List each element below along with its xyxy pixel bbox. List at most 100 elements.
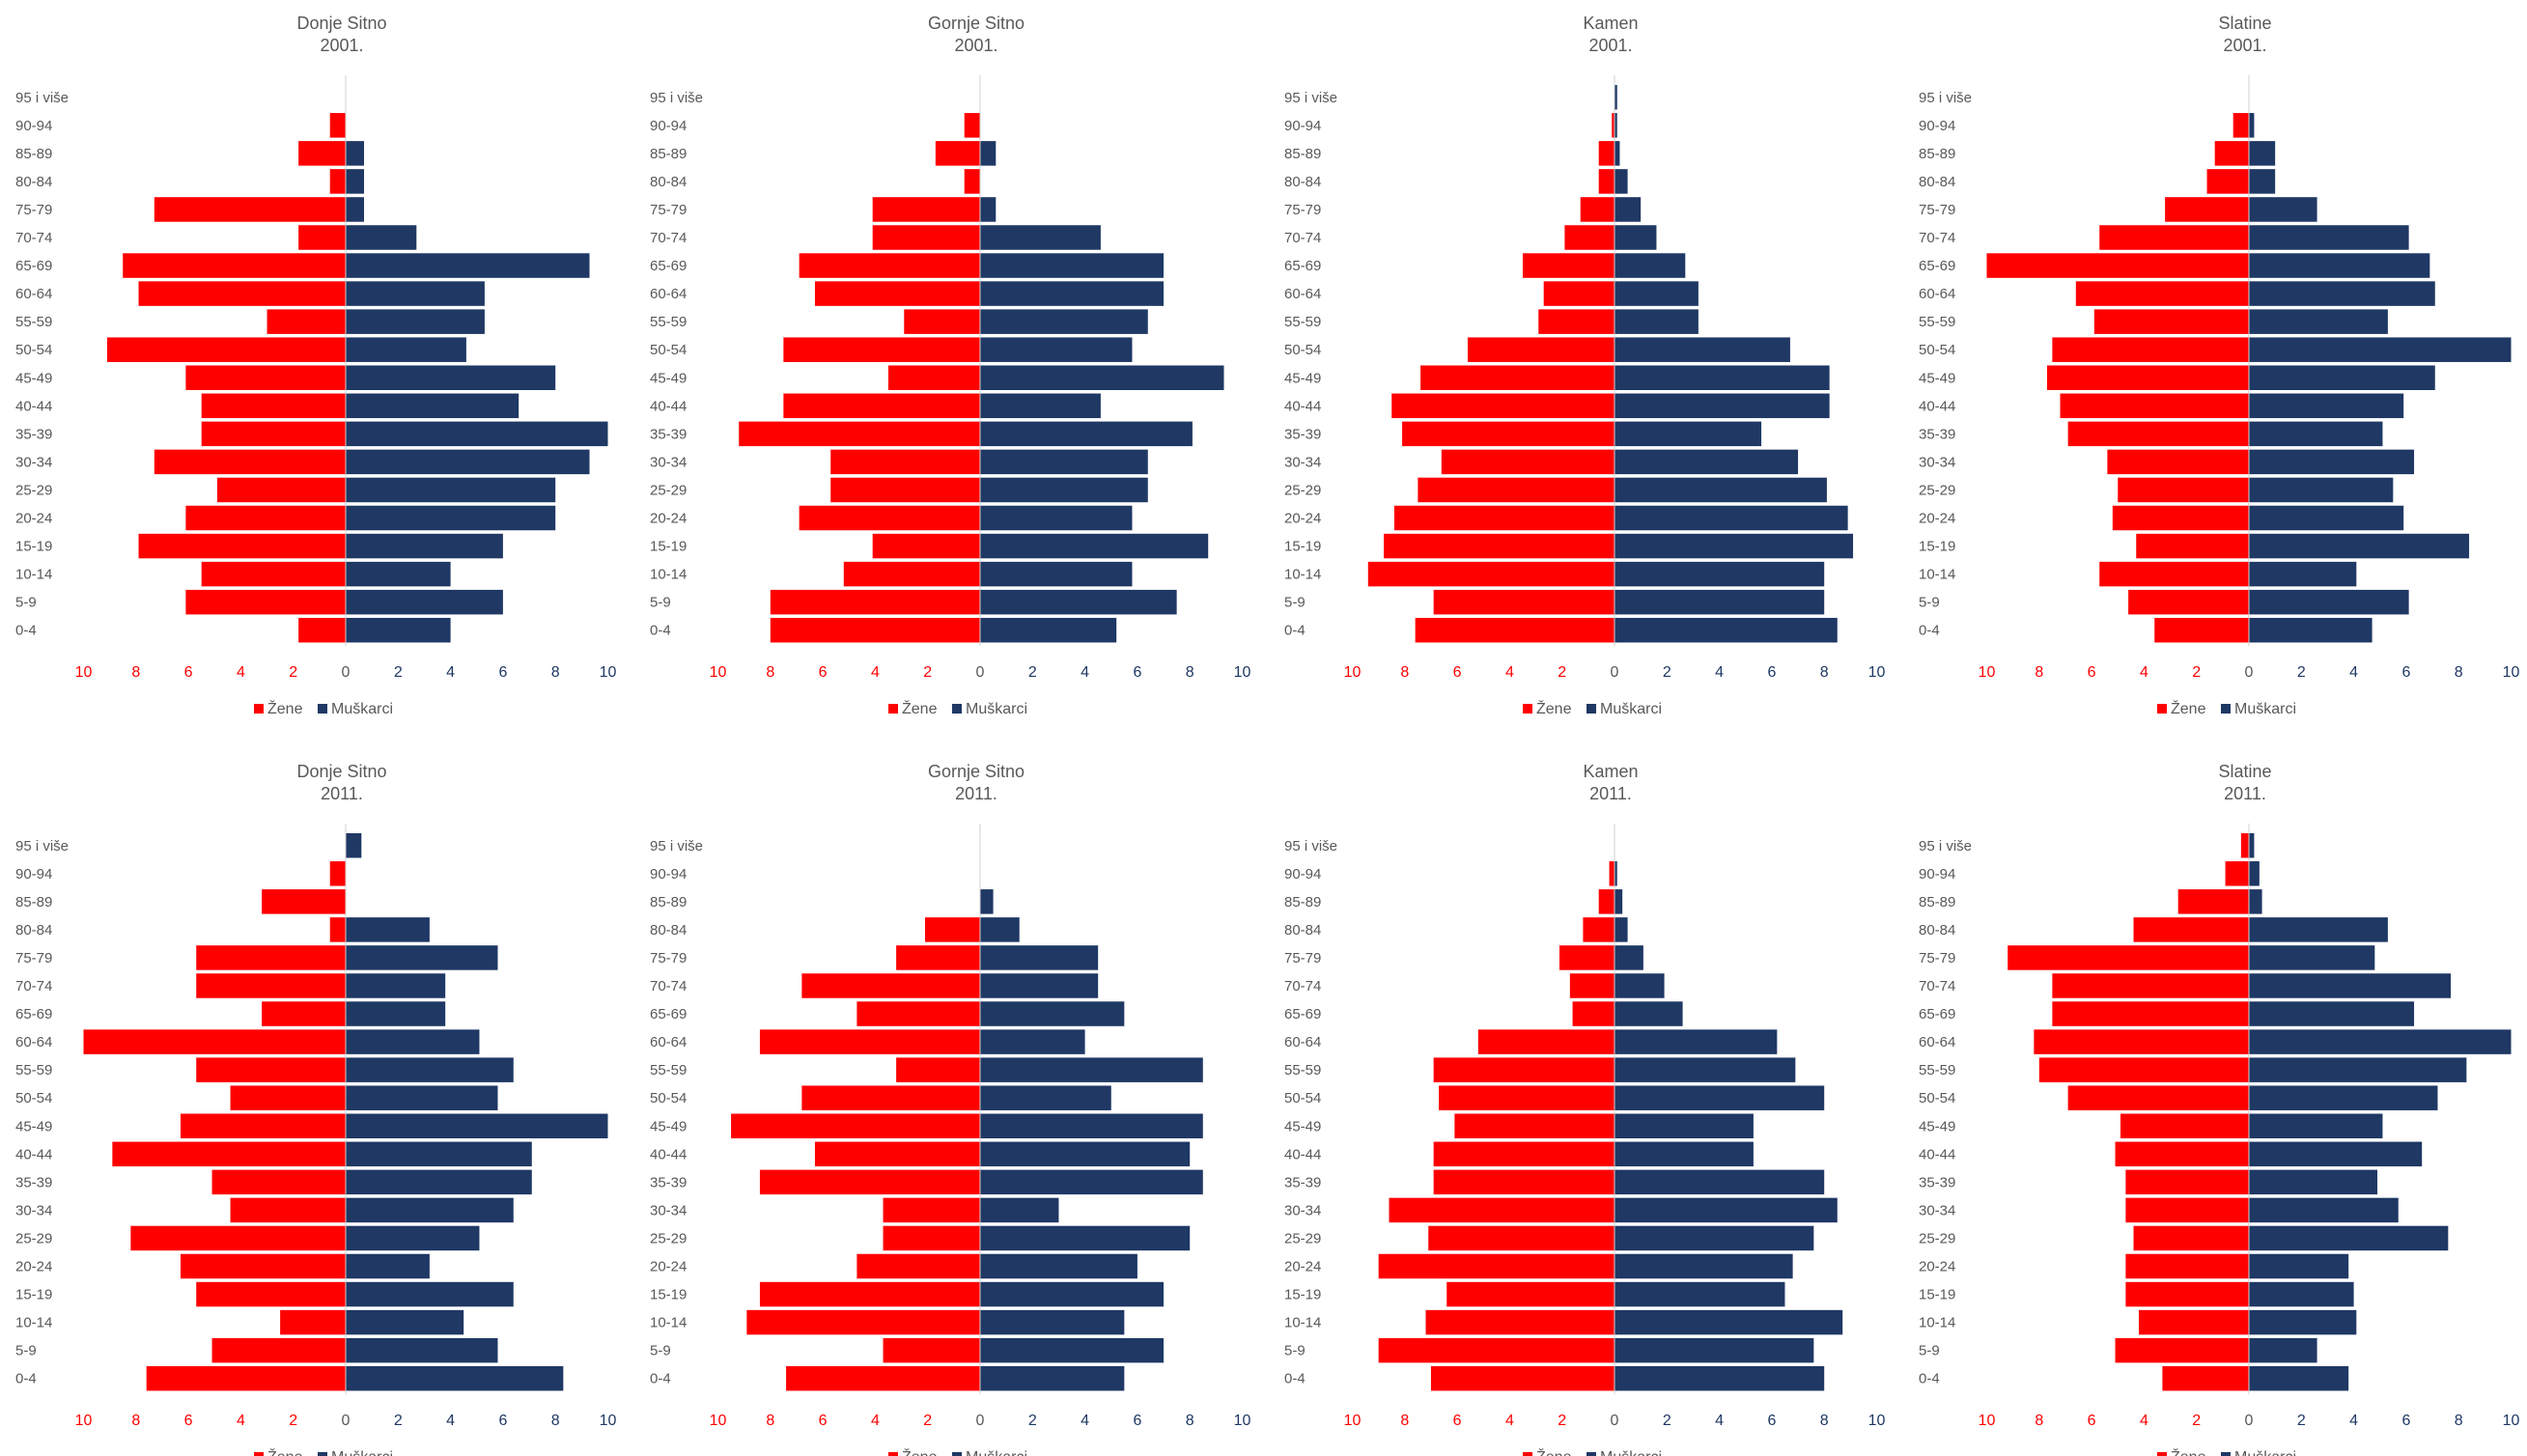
bar-men — [2249, 889, 2262, 914]
x-tick-label: 4 — [871, 1413, 880, 1429]
legend-label-women: Žene — [2171, 1447, 2206, 1456]
age-label: 35-39 — [15, 426, 52, 442]
x-tick-label: 6 — [1133, 664, 1141, 681]
age-label: 50-54 — [1284, 342, 1321, 358]
bar-men — [346, 1309, 464, 1335]
bar-women — [2165, 197, 2249, 222]
bar-women — [924, 917, 980, 942]
x-tick-label: 10 — [1344, 1413, 1362, 1429]
bar-women — [1572, 1001, 1614, 1026]
age-label: 60-64 — [1919, 286, 1955, 302]
age-label: 55-59 — [15, 1062, 52, 1078]
bar-women — [262, 889, 346, 914]
x-tick-label: 4 — [1715, 664, 1724, 681]
x-tick-label: 10 — [1979, 1413, 1996, 1429]
bar-women — [146, 1365, 346, 1391]
bar-men — [980, 1197, 1059, 1223]
age-label: 50-54 — [1919, 1090, 1955, 1106]
bar-women — [799, 505, 980, 531]
bar-women — [731, 1113, 980, 1138]
bar-men — [2249, 1197, 2399, 1223]
bar-men — [1614, 281, 1699, 306]
age-label: 95 i više — [1919, 838, 1972, 854]
bar-women — [872, 225, 980, 250]
age-label: 95 i više — [15, 90, 69, 106]
bar-men — [2249, 477, 2394, 503]
bar-women — [1467, 337, 1614, 362]
bar-men — [346, 1337, 498, 1363]
age-label: 40-44 — [1919, 1146, 1955, 1162]
bar-women — [106, 337, 346, 362]
x-tick-label: 0 — [342, 1413, 351, 1429]
bar-women — [2093, 309, 2249, 334]
age-label: 15-19 — [15, 539, 52, 555]
age-label: 80-84 — [1284, 174, 1321, 190]
bar-men — [1614, 533, 1854, 559]
age-label: 45-49 — [650, 1118, 687, 1134]
age-label: 40-44 — [1284, 1146, 1321, 1162]
bar-men — [346, 917, 430, 942]
x-tick-label: 10 — [1868, 664, 1886, 681]
bar-women — [964, 113, 980, 138]
age-label: 15-19 — [650, 1287, 687, 1303]
bar-women — [185, 589, 346, 615]
bar-men — [1614, 337, 1790, 362]
pyramid-chart: Donje Sitno 2011. 0-4 5-9 10-14 15-19 20-24 25-… — [15, 762, 617, 1456]
bar-women — [2052, 973, 2249, 998]
bar-women — [1598, 141, 1614, 166]
bar-women — [123, 253, 346, 278]
bar-women — [1430, 1365, 1614, 1391]
bar-women — [1433, 1141, 1614, 1167]
age-label: 75-79 — [15, 202, 52, 218]
age-label: 10-14 — [650, 1315, 687, 1331]
bar-women — [2214, 141, 2249, 166]
pyramid-chart: Gornje Sitno2011.0-45-910-1415-1920-2425… — [650, 762, 1251, 1456]
bar-men — [2249, 589, 2409, 615]
x-tick-label: 4 — [2349, 664, 2358, 681]
bar-women — [1384, 533, 1614, 559]
legend-swatch-women — [2157, 704, 2167, 714]
bar-men — [2249, 561, 2357, 587]
bar-women — [1420, 365, 1614, 390]
age-label: 50-54 — [1919, 342, 1955, 358]
bar-men — [346, 973, 446, 998]
bar-men — [2249, 917, 2388, 942]
bar-women — [2133, 917, 2249, 942]
age-label: 75-79 — [15, 950, 52, 966]
chart-subtitle: 2001. — [1588, 36, 1632, 55]
age-label: 50-54 — [15, 1090, 52, 1106]
x-tick-label: 8 — [551, 664, 560, 681]
age-label: 0-4 — [1919, 1371, 1940, 1387]
bar-men — [980, 533, 1209, 559]
bar-men — [2249, 1225, 2449, 1251]
bar-women — [883, 1337, 980, 1363]
bar-women — [2008, 945, 2249, 970]
age-label: 30-34 — [1919, 1202, 1955, 1218]
bar-men — [346, 1029, 480, 1054]
bar-men — [980, 1337, 1165, 1363]
legend-swatch-men — [952, 704, 962, 714]
bar-men — [1614, 225, 1657, 250]
bar-women — [883, 1197, 980, 1223]
bar-women — [201, 561, 346, 587]
chart-subtitle: 2011. — [321, 784, 363, 803]
age-label: 55-59 — [1919, 1062, 1955, 1078]
pyramid-chart: Donje Sitno 2001. 0-4 5-9 10-14 15-19 20-24 25-… — [15, 14, 617, 717]
x-tick-label: 8 — [2035, 1413, 2043, 1429]
bar-women — [1433, 1057, 1614, 1082]
age-label: 70-74 — [1284, 230, 1321, 246]
age-label: 55-59 — [650, 314, 687, 330]
age-label: 35-39 — [1284, 1174, 1321, 1190]
age-label: 35-39 — [15, 1174, 52, 1190]
age-label: 10-14 — [1284, 567, 1321, 583]
x-tick-label: 4 — [2349, 1413, 2358, 1429]
legend-swatch-women — [1523, 704, 1532, 714]
bar-men — [2249, 1281, 2354, 1307]
age-label: 90-94 — [650, 866, 687, 882]
bar-men — [2249, 393, 2404, 419]
bar-men — [980, 309, 1148, 334]
age-label: 15-19 — [1919, 1287, 1955, 1303]
bar-men — [346, 421, 608, 447]
bar-women — [759, 1029, 980, 1054]
